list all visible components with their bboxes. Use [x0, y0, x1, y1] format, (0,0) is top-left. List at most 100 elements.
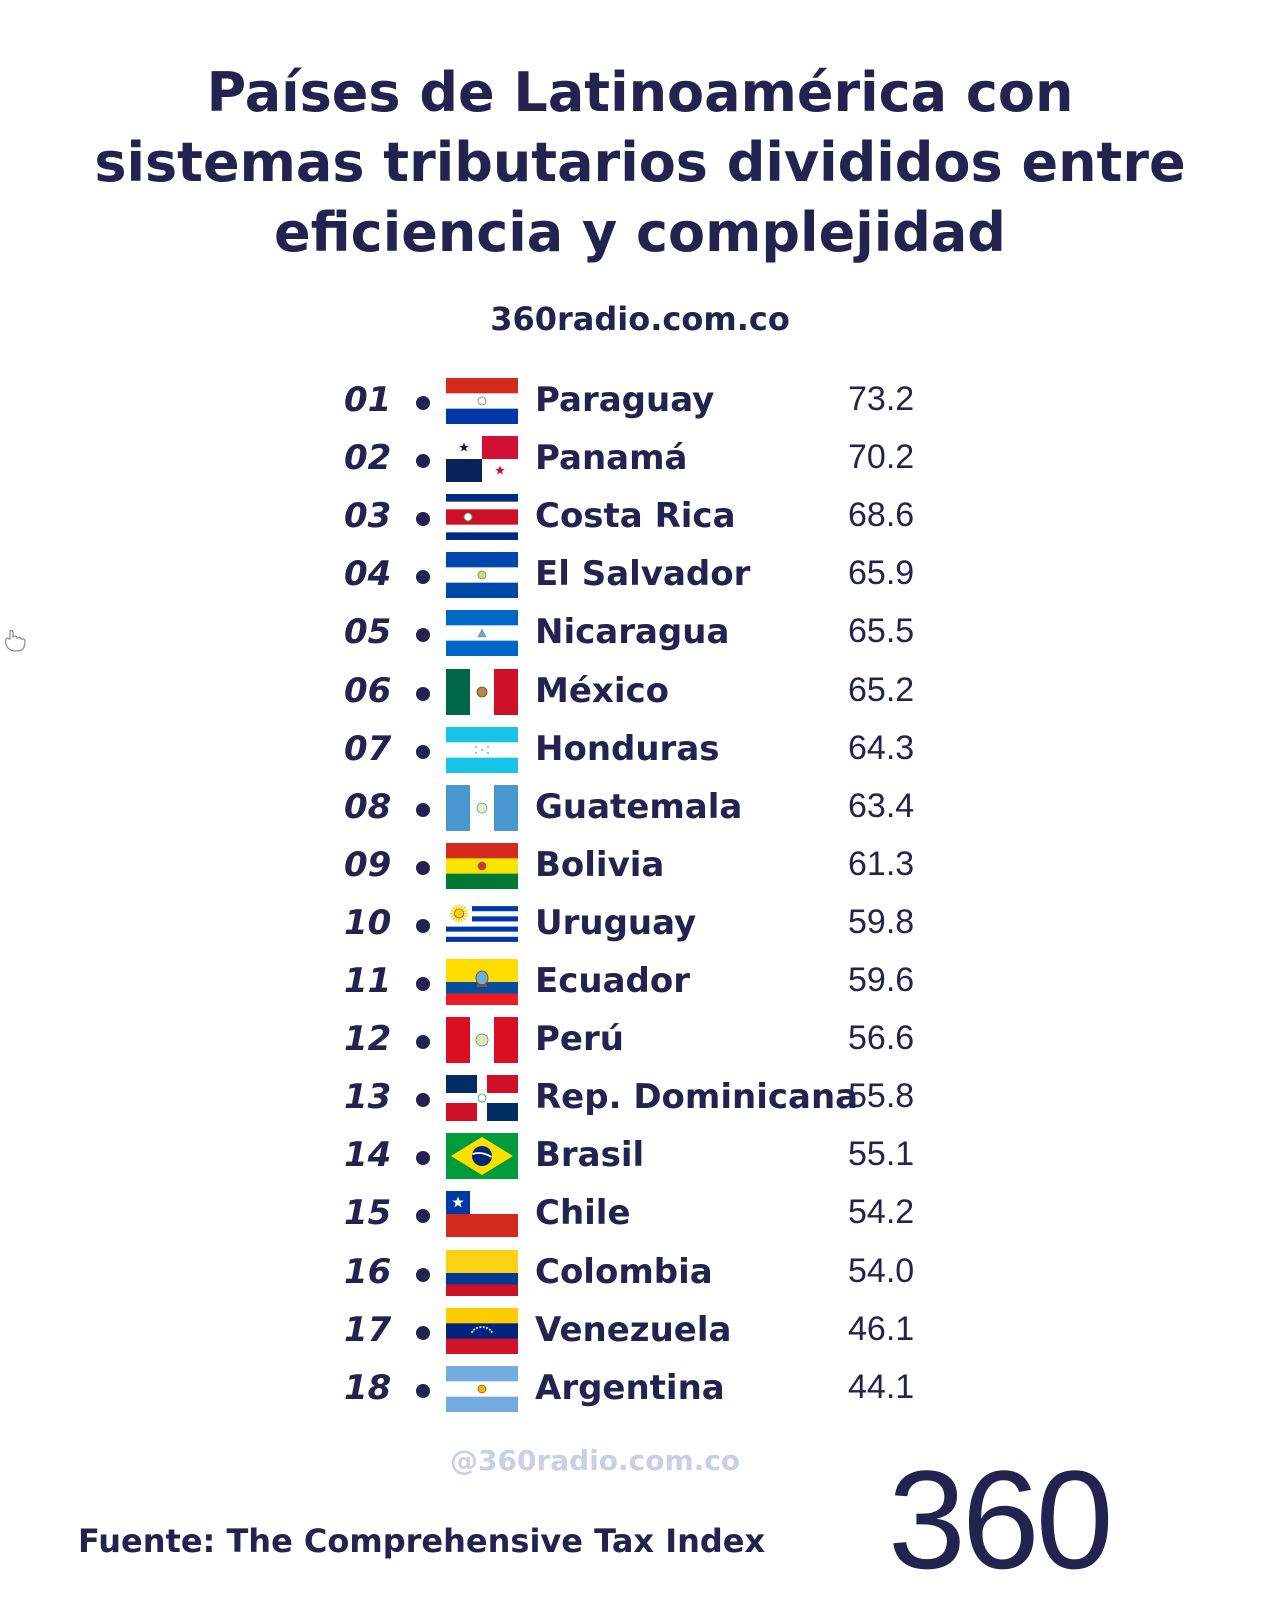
- rank-label: 04: [344, 554, 392, 595]
- bullet-dot: [416, 1093, 430, 1108]
- bullet-dot: [416, 512, 430, 527]
- index-value: 59.8: [848, 902, 915, 941]
- brand-logo: 360: [888, 1441, 1114, 1598]
- country-name: Colombia: [535, 1251, 713, 1292]
- bullet-dot: [416, 454, 430, 469]
- table-row: 15 Chile 54.2: [0, 1191, 1280, 1249]
- rank-label: 12: [344, 1019, 392, 1060]
- rank-label: 15: [344, 1193, 392, 1234]
- index-value: 73.2: [848, 380, 915, 418]
- country-name: Rep. Dominicana: [535, 1077, 859, 1118]
- table-row: 01 Paraguay 73.2: [0, 378, 1280, 436]
- argentina-flag-icon: [446, 1365, 518, 1412]
- rank-label: 06: [344, 670, 392, 711]
- bullet-dot: [416, 918, 430, 933]
- rank-label: 14: [344, 1135, 392, 1176]
- colombia-flag-icon: [446, 1249, 518, 1296]
- index-value: 56.6: [848, 1019, 915, 1058]
- index-value: 54.0: [848, 1251, 915, 1290]
- table-row: 06 México 65.2: [0, 668, 1280, 727]
- rank-label: 09: [344, 844, 392, 885]
- chile-flag-icon: [446, 1191, 518, 1238]
- table-row: 14 Brasil 55.1: [0, 1133, 1280, 1191]
- index-value: 59.6: [848, 961, 915, 999]
- dominican-republic-flag-icon: [446, 1075, 518, 1122]
- country-name: Argentina: [535, 1367, 725, 1408]
- rank-label: 11: [344, 961, 392, 1001]
- el-salvador-flag-icon: [446, 552, 518, 599]
- rank-label: 02: [344, 438, 392, 479]
- bullet-dot: [416, 1325, 430, 1340]
- country-name: Ecuador: [535, 961, 690, 1001]
- bolivia-flag-icon: [446, 842, 518, 889]
- table-row: 11 Ecuador 59.6: [0, 959, 1280, 1017]
- mexico-flag-icon: [446, 668, 518, 715]
- table-row: 12 Perú 56.6: [0, 1017, 1280, 1075]
- bullet-dot: [416, 1209, 430, 1224]
- ecuador-flag-icon: [446, 959, 518, 1005]
- index-value: 65.5: [848, 612, 915, 651]
- table-row: 04 El Salvador 65.9: [0, 552, 1280, 610]
- table-row: 08 Guatemala 63.4: [0, 784, 1280, 843]
- peru-flag-icon: [446, 1017, 518, 1064]
- guatemala-flag-icon: [446, 784, 518, 831]
- bullet-dot: [416, 686, 430, 701]
- index-value: 61.3: [848, 844, 915, 883]
- bullet-dot: [416, 396, 430, 410]
- site-url: 360radio.com.co: [490, 300, 790, 338]
- bullet-dot: [416, 1383, 430, 1398]
- table-row: 05 Nicaragua 65.5: [0, 610, 1280, 668]
- table-row: 09 Bolivia 61.3: [0, 842, 1280, 901]
- paraguay-flag-icon: [446, 378, 518, 424]
- index-value: 46.1: [848, 1309, 915, 1348]
- index-value: 54.2: [848, 1193, 915, 1232]
- country-name: Bolivia: [535, 844, 665, 885]
- watermark: @360radio.com.co: [450, 1444, 741, 1477]
- index-value: 65.2: [848, 670, 915, 709]
- table-row: 13 Rep. Dominicana 55.8: [0, 1075, 1280, 1133]
- table-row: 03 Costa Rica 68.6: [0, 494, 1280, 552]
- rank-label: 05: [344, 612, 392, 653]
- country-name: Perú: [535, 1019, 624, 1060]
- nicaragua-flag-icon: [446, 610, 518, 657]
- bullet-dot: [416, 628, 430, 643]
- title-line-2: sistemas tributarios divididos entre: [94, 131, 1186, 194]
- brazil-flag-icon: [446, 1133, 518, 1180]
- rank-label: 13: [344, 1077, 392, 1118]
- country-name: Guatemala: [535, 786, 743, 827]
- rank-label: 07: [344, 728, 392, 769]
- title-line-3: eficiencia y complejidad: [274, 201, 1006, 264]
- country-name: Nicaragua: [535, 612, 730, 653]
- honduras-flag-icon: [446, 726, 518, 773]
- country-name: Paraguay: [535, 380, 715, 420]
- title-line-1: Países de Latinoamérica con: [206, 61, 1074, 124]
- rank-label: 16: [344, 1251, 392, 1292]
- index-value: 65.9: [848, 554, 915, 593]
- source-note: Fuente: The Comprehensive Tax Index: [78, 1522, 766, 1560]
- rank-label: 10: [344, 902, 392, 943]
- bullet-dot: [416, 1035, 430, 1050]
- chart-title: Países de Latinoamérica con sistemas tri…: [0, 58, 1280, 268]
- table-row: 02 Panamá 70.2: [0, 436, 1280, 494]
- country-name: El Salvador: [535, 554, 751, 595]
- bullet-dot: [416, 1267, 430, 1282]
- table-row: 16 Colombia 54.0: [0, 1249, 1280, 1308]
- table-row: 17 Venezuela 46.1: [0, 1307, 1280, 1366]
- country-name: Panamá: [535, 438, 688, 479]
- bullet-dot: [416, 744, 430, 759]
- country-name: Honduras: [535, 728, 720, 769]
- country-name: México: [535, 670, 669, 711]
- table-row: 10 Uruguay 59.8: [0, 900, 1280, 959]
- bullet-dot: [416, 977, 430, 991]
- hand-cursor-icon: [5, 629, 26, 652]
- rank-label: 03: [344, 496, 392, 537]
- country-name: Venezuela: [535, 1309, 732, 1350]
- index-value: 64.3: [848, 728, 915, 767]
- bullet-dot: [416, 802, 430, 817]
- uruguay-flag-icon: [446, 900, 518, 947]
- rank-label: 01: [344, 380, 392, 420]
- table-row: 07 Honduras 64.3: [0, 726, 1280, 785]
- country-name: Uruguay: [535, 902, 697, 943]
- costa-rica-flag-icon: [446, 494, 518, 541]
- index-value: 70.2: [848, 438, 915, 477]
